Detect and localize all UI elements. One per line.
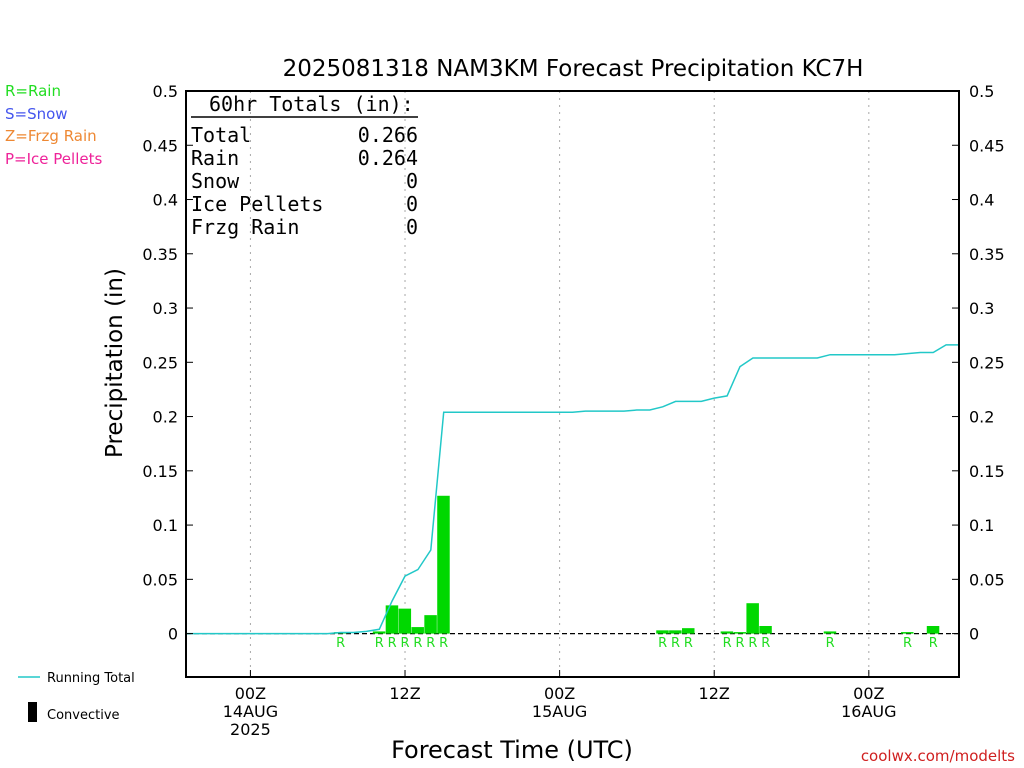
ptype-label: R: [671, 636, 680, 651]
ptype-label: R: [439, 636, 448, 651]
y-tick-label-right: 0.5: [969, 82, 994, 101]
totals-box: 60hr Totals (in): Total 0.266 Rain 0.264…: [191, 92, 418, 239]
ptype-label: R: [761, 636, 770, 651]
ptype-label: R: [336, 636, 345, 651]
y-tick-label-left: 0.2: [153, 408, 178, 427]
precip-bar: [669, 630, 682, 634]
watermark: coolwx.com/modelts: [861, 747, 1015, 765]
precip-bar: [372, 631, 386, 634]
precip-bar: [437, 495, 450, 634]
totals-value-rain: 0.264: [358, 146, 418, 170]
y-tick-label-right: 0.15: [969, 462, 1005, 481]
ptype-label: R: [748, 636, 757, 651]
y-axis-ticks: 0 00.05 0.050.1 0.10.15 0.150.2 0.20.25 0.250.…: [142, 82, 1004, 644]
totals-label-snow: Snow: [191, 169, 240, 193]
legend-snow: S=Snow: [5, 105, 68, 123]
y-tick-label-left: 0.15: [142, 462, 178, 481]
grid-lines: [186, 91, 959, 677]
running-total-series: [186, 344, 959, 635]
y-tick-label-right: 0.45: [969, 136, 1005, 155]
precip-bar: [385, 605, 399, 634]
x-tick-label: 12Z: [389, 684, 420, 703]
legend-convective: Convective: [47, 708, 120, 723]
precip-bar: [682, 628, 695, 634]
totals-label-ice-pellets: Ice Pellets: [191, 192, 323, 216]
precip-bar: [398, 608, 412, 634]
y-tick-label-right: 0.05: [969, 570, 1005, 589]
x-tick-label: 00Z: [235, 684, 266, 703]
ptype-label: R: [375, 636, 384, 651]
ptype-label: R: [929, 636, 938, 651]
precip-bar: [733, 632, 747, 634]
y-tick-label-right: 0.1: [969, 516, 994, 535]
series-legend: Running Total Convective: [18, 671, 135, 723]
y-tick-label-right: 0.3: [969, 299, 994, 318]
precip-bar: [656, 630, 669, 634]
ptype-legend: R=Rain S=Snow Z=Frzg Rain P=Ice Pellets: [5, 82, 102, 168]
ptype-label: R: [413, 636, 422, 651]
totals-label-total: Total: [191, 123, 251, 147]
ptype-label: R: [426, 636, 435, 651]
precip-bar: [823, 631, 837, 634]
y-tick-label-left: 0.05: [142, 570, 178, 589]
legend-frzg-rain: Z=Frzg Rain: [5, 127, 97, 145]
x-tick-label: 16AUG: [841, 702, 896, 721]
precip-bar: [720, 631, 734, 634]
ptype-label: R: [826, 636, 835, 651]
legend-rain: R=Rain: [5, 82, 61, 100]
precip-bar: [424, 615, 437, 634]
precip-bar: [926, 625, 940, 634]
running-total-line: [186, 344, 959, 635]
convective-swatch: [28, 702, 37, 722]
y-tick-label-right: 0.2: [969, 408, 994, 427]
y-axis-label: Precipitation (in): [102, 268, 128, 458]
y-tick-label-left: 0.5: [153, 82, 178, 101]
y-tick-label-right: 0.4: [969, 191, 994, 210]
bar-series: [334, 495, 940, 634]
ptype-label: R: [735, 636, 744, 651]
y-tick-label-right: 0: [969, 625, 979, 644]
y-tick-label-left: 0.3: [153, 299, 178, 318]
totals-label-frzg-rain: Frzg Rain: [191, 215, 299, 239]
x-tick-label: 12Z: [699, 684, 730, 703]
x-tick-label: 00Z: [853, 684, 884, 703]
legend-running-total: Running Total: [47, 671, 135, 686]
chart-title: 2025081318 NAM3KM Forecast Precipitation…: [283, 56, 864, 82]
precip-bar: [901, 632, 914, 634]
ptype-label: R: [903, 636, 912, 651]
totals-value-total: 0.266: [358, 123, 418, 147]
y-tick-label-left: 0: [168, 625, 178, 644]
x-tick-label: 00Z: [544, 684, 575, 703]
totals-header: 60hr Totals (in):: [209, 92, 414, 116]
ptype-label: R: [684, 636, 693, 651]
plot-frame: [185, 90, 960, 678]
precip-bar: [746, 603, 759, 634]
y-tick-label-left: 0.45: [142, 136, 178, 155]
totals-value-frzg-rain: 0: [406, 215, 418, 239]
ptype-label: R: [388, 636, 397, 651]
x-axis-label: Forecast Time (UTC): [391, 736, 633, 764]
y-tick-label-left: 0.1: [153, 516, 178, 535]
y-tick-label-right: 0.25: [969, 353, 1005, 372]
x-tick-label: 2025: [230, 720, 271, 739]
y-tick-label-left: 0.4: [153, 191, 178, 210]
totals-label-rain: Rain: [191, 146, 239, 170]
ptype-label: R: [723, 636, 732, 651]
x-tick-label: 15AUG: [532, 702, 587, 721]
ptype-label: R: [400, 636, 409, 651]
y-tick-label-left: 0.35: [142, 245, 178, 264]
totals-value-ice-pellets: 0: [406, 192, 418, 216]
legend-ice-pellets: P=Ice Pellets: [5, 150, 102, 168]
totals-value-snow: 0: [406, 169, 418, 193]
y-tick-label-left: 0.25: [142, 353, 178, 372]
precip-bar: [759, 625, 772, 634]
precip-bar: [411, 627, 424, 634]
ptype-label: R: [658, 636, 667, 651]
x-tick-label: 14AUG: [223, 702, 278, 721]
y-tick-label-right: 0.35: [969, 245, 1005, 264]
